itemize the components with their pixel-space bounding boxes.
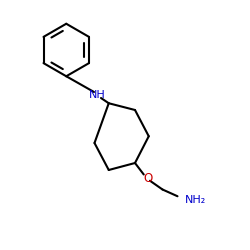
Text: NH₂: NH₂ — [185, 195, 206, 205]
Text: NH: NH — [89, 90, 106, 101]
Text: O: O — [143, 172, 152, 185]
